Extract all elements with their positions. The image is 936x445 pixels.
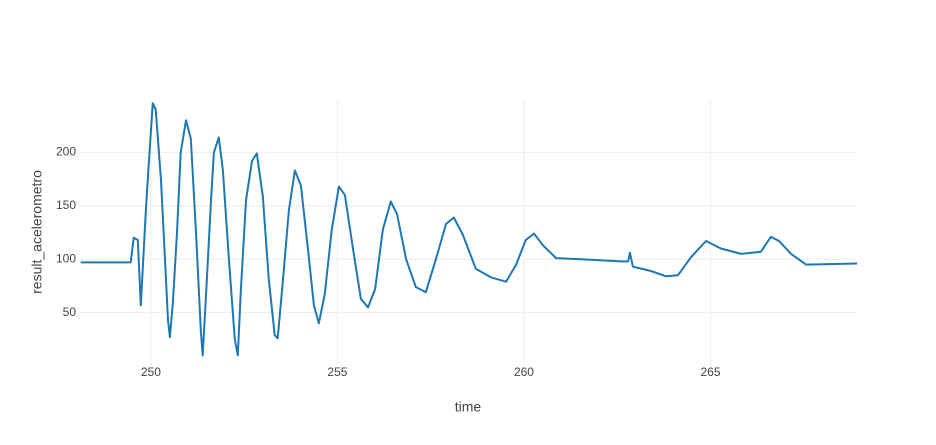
x-tick-label: 265 <box>700 365 720 379</box>
y-axis-title: result_acelerometro <box>29 170 45 294</box>
y-tick-label: 200 <box>56 145 76 159</box>
x-tick-label: 250 <box>141 365 161 379</box>
x-tick-label: 260 <box>514 365 534 379</box>
y-tick-label: 100 <box>56 251 76 265</box>
x-tick-label: 255 <box>327 365 347 379</box>
y-tick-label: 50 <box>63 305 77 319</box>
line <box>80 102 858 357</box>
y-tick-label: 150 <box>56 198 76 212</box>
x-axis-title: time <box>455 399 482 415</box>
